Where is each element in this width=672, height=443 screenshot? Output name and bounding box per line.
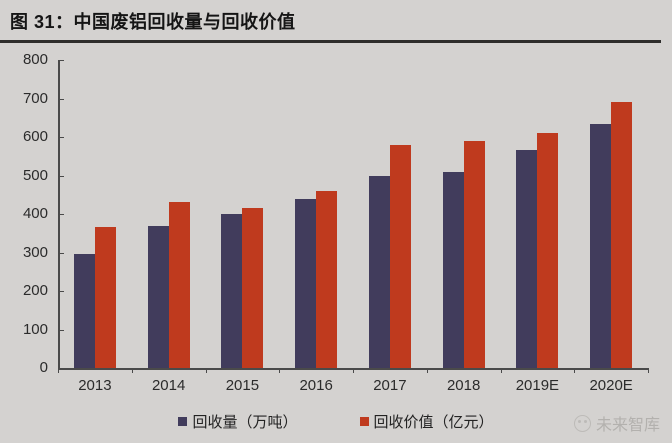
title-divider — [0, 40, 661, 43]
y-tick-mark — [58, 60, 64, 61]
y-tick-label: 400 — [22, 205, 48, 222]
y-tick-label: 800 — [22, 51, 48, 68]
bar-2017-series1 — [368, 175, 390, 368]
y-tick-mark — [58, 329, 64, 331]
y-tick-label: 500 — [22, 166, 48, 184]
x-tick-label: 2020E — [589, 377, 633, 394]
bar-2020E-series2 — [611, 102, 633, 368]
legend-label: 回收量（万吨） — [192, 414, 298, 431]
y-tick-label: 600 — [22, 128, 48, 145]
chart-legend: 回收量（万吨） 回收价值（亿元） — [0, 411, 672, 432]
y-tick-mark — [58, 175, 64, 177]
legend-swatch-icon — [359, 417, 369, 426]
bar-2013-series1 — [73, 254, 95, 368]
bar-2018-series2 — [463, 140, 485, 368]
x-tick-mark — [131, 368, 133, 373]
x-tick-label: 2014 — [151, 377, 186, 394]
x-tick-mark — [205, 368, 207, 373]
watermark-logo-icon — [573, 414, 591, 432]
y-tick-mark — [58, 291, 64, 292]
x-tick-label: 2019E — [515, 377, 560, 394]
y-tick-mark — [58, 98, 64, 100]
y-tick-label: 100 — [22, 320, 48, 338]
bar-2016-series2 — [316, 190, 338, 368]
y-tick-label: 300 — [22, 243, 48, 261]
x-tick-mark — [353, 368, 354, 373]
bar-2018-series1 — [442, 171, 464, 368]
bar-2019E-series1 — [516, 150, 538, 368]
legend-item-series2: 回收价值（亿元） — [359, 411, 494, 432]
y-tick-label: 200 — [22, 282, 48, 299]
chart-title: 图 31：中国废铝回收量与回收价值 — [10, 12, 296, 32]
x-tick-mark — [426, 368, 428, 373]
x-tick-label: 2015 — [225, 377, 260, 394]
y-tick-mark — [58, 137, 64, 138]
bar-2013-series2 — [94, 227, 116, 368]
watermark: 未来智库 — [573, 411, 660, 435]
watermark-text: 未来智库 — [595, 417, 660, 434]
bar-2015-series1 — [221, 214, 243, 368]
x-tick-mark — [500, 368, 502, 373]
x-tick-mark — [279, 368, 281, 373]
bar-2015-series2 — [242, 208, 264, 368]
legend-swatch-icon — [178, 417, 188, 426]
x-tick-label: 2013 — [78, 377, 112, 394]
bar-2014-series1 — [147, 225, 169, 368]
bar-2019E-series2 — [537, 133, 559, 368]
y-tick-label: 0 — [39, 359, 48, 376]
bar-2014-series2 — [168, 202, 190, 368]
x-tick-label: 2017 — [373, 377, 407, 394]
legend-item-series1: 回收量（万吨） — [178, 411, 298, 432]
y-tick-mark — [58, 252, 64, 254]
bar-2020E-series1 — [590, 123, 612, 368]
x-tick-label: 2018 — [446, 377, 481, 394]
bar-2016-series1 — [295, 198, 317, 368]
x-tick-mark — [574, 368, 576, 373]
bar-2017-series2 — [389, 144, 411, 368]
x-tick-mark — [58, 368, 59, 373]
legend-label: 回收价值（亿元） — [373, 414, 494, 431]
y-tick-label: 700 — [22, 89, 48, 107]
x-tick-mark — [648, 368, 649, 373]
y-tick-mark — [58, 214, 64, 215]
x-tick-label: 2016 — [299, 377, 333, 394]
